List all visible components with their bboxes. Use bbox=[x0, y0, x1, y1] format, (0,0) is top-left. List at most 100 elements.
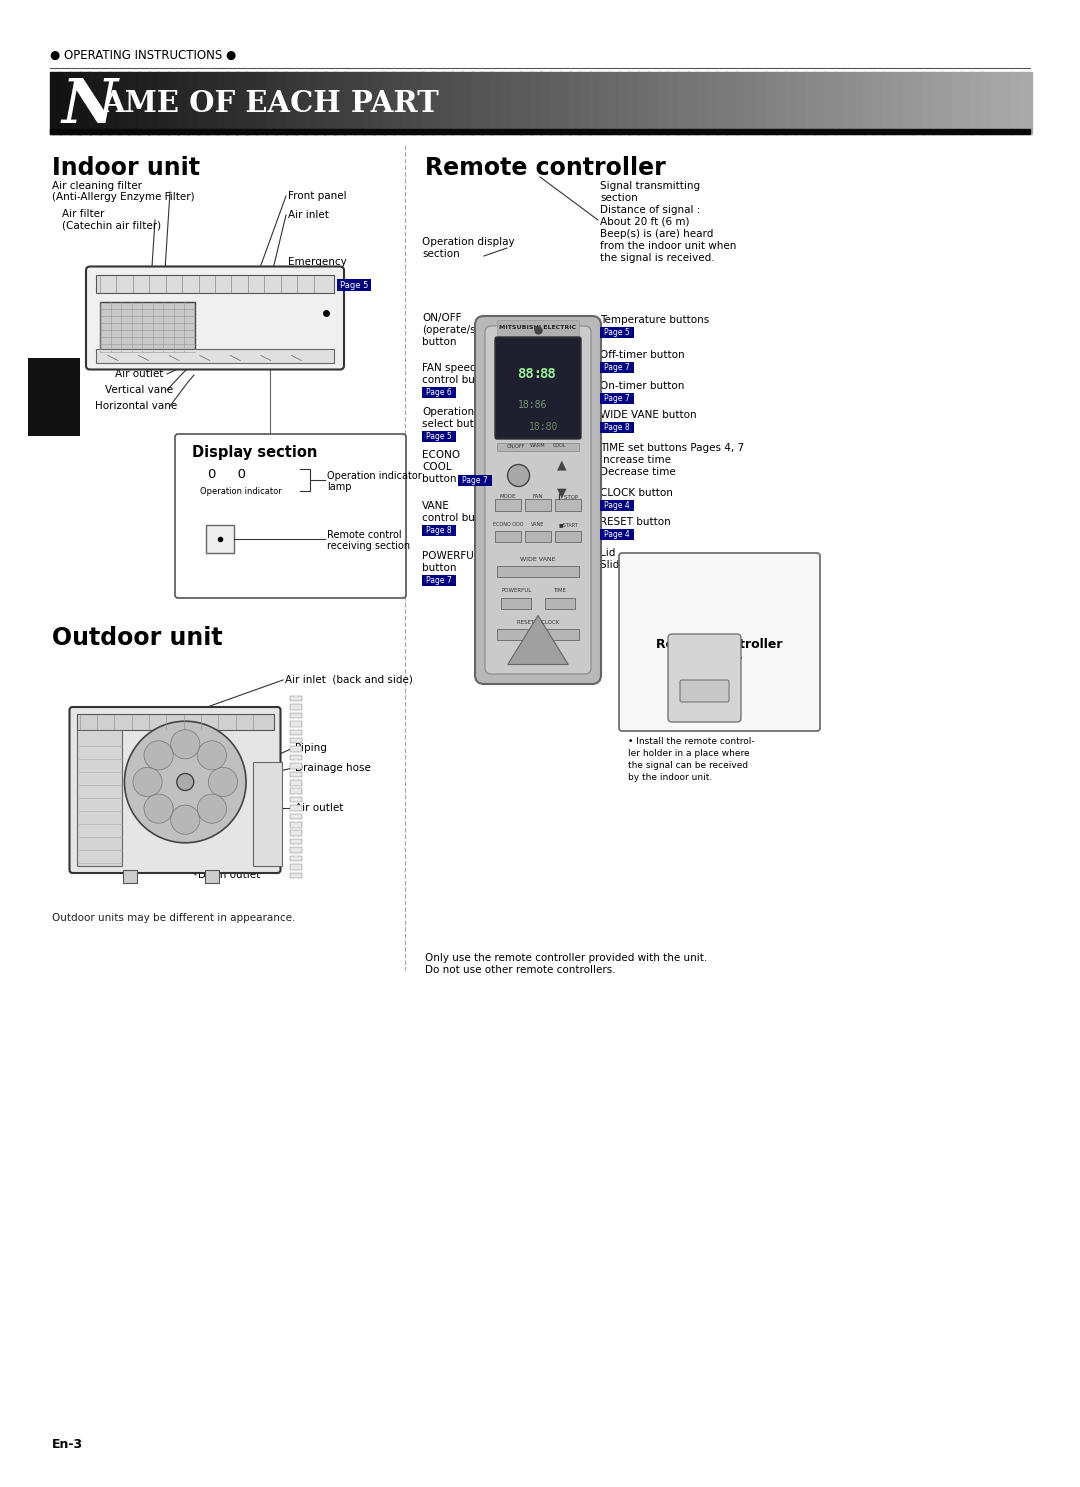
Bar bbox=[289, 738, 301, 744]
Text: Air cleaning filter: Air cleaning filter bbox=[52, 181, 141, 190]
Text: section: section bbox=[422, 248, 460, 259]
Text: Operation: Operation bbox=[422, 407, 474, 416]
Text: Page 6: Page 6 bbox=[427, 388, 451, 397]
Text: Lid: Lid bbox=[600, 549, 616, 558]
Bar bbox=[206, 525, 234, 553]
Text: VANE: VANE bbox=[422, 501, 450, 512]
Text: ECONO: ECONO bbox=[422, 451, 460, 459]
Text: CLOCK button: CLOCK button bbox=[600, 488, 673, 498]
Bar bbox=[511, 71, 522, 134]
Text: Vertical vane: Vertical vane bbox=[105, 385, 173, 396]
Text: Page 7: Page 7 bbox=[462, 476, 488, 485]
Bar bbox=[289, 755, 301, 760]
Text: Off-timer button: Off-timer button bbox=[600, 349, 685, 360]
Bar bbox=[569, 71, 581, 134]
Text: Distance of signal :: Distance of signal : bbox=[600, 205, 700, 216]
FancyBboxPatch shape bbox=[619, 553, 820, 732]
Bar bbox=[667, 71, 678, 134]
Bar bbox=[756, 71, 767, 134]
Bar bbox=[90, 71, 100, 134]
Bar bbox=[600, 361, 634, 373]
Text: Drain outlet: Drain outlet bbox=[198, 870, 260, 880]
Bar bbox=[253, 761, 282, 865]
Bar bbox=[1021, 71, 1031, 134]
Text: Page 8: Page 8 bbox=[604, 422, 630, 433]
Text: On-timer button: On-timer button bbox=[600, 381, 685, 391]
Bar bbox=[1000, 71, 1012, 134]
Circle shape bbox=[208, 767, 238, 797]
Text: receiving section: receiving section bbox=[327, 541, 410, 552]
Bar bbox=[148, 71, 160, 134]
FancyBboxPatch shape bbox=[86, 266, 345, 369]
Text: ECONO OOO: ECONO OOO bbox=[492, 522, 523, 526]
Text: Only use the remote controller provided with the unit.: Only use the remote controller provided … bbox=[426, 953, 707, 964]
Bar bbox=[422, 575, 456, 586]
Text: • Install the remote control-: • Install the remote control- bbox=[627, 738, 755, 746]
Bar bbox=[913, 71, 923, 134]
Text: (Catechin air filter): (Catechin air filter) bbox=[62, 220, 161, 230]
Text: section: section bbox=[600, 193, 638, 204]
Bar bbox=[540, 71, 551, 134]
Bar bbox=[600, 327, 634, 338]
Text: RESET button: RESET button bbox=[600, 517, 671, 526]
Bar bbox=[99, 71, 110, 134]
Bar bbox=[289, 781, 301, 785]
Bar bbox=[598, 71, 610, 134]
Bar bbox=[364, 71, 375, 134]
Bar bbox=[893, 71, 904, 134]
Text: select button: select button bbox=[422, 419, 491, 430]
Bar bbox=[766, 71, 777, 134]
Bar bbox=[874, 71, 885, 134]
Text: ON/OFF: ON/OFF bbox=[508, 443, 526, 448]
Text: Temperature buttons: Temperature buttons bbox=[600, 315, 710, 326]
Bar bbox=[805, 71, 815, 134]
Bar bbox=[746, 71, 757, 134]
Bar bbox=[205, 870, 219, 883]
Bar bbox=[314, 71, 326, 134]
Text: Remote controller: Remote controller bbox=[656, 638, 782, 651]
Bar bbox=[497, 567, 579, 577]
Bar bbox=[289, 763, 301, 769]
Text: ▲: ▲ bbox=[557, 458, 567, 471]
Bar bbox=[600, 422, 634, 433]
Text: MODE: MODE bbox=[500, 494, 516, 500]
Bar bbox=[600, 529, 634, 540]
Bar bbox=[442, 71, 454, 134]
Bar bbox=[555, 531, 581, 541]
Bar bbox=[501, 598, 531, 608]
Bar bbox=[922, 71, 933, 134]
Bar bbox=[289, 855, 301, 861]
Bar bbox=[28, 358, 80, 436]
Bar bbox=[461, 71, 473, 134]
Bar bbox=[227, 71, 238, 134]
Bar bbox=[289, 696, 301, 702]
Bar bbox=[289, 864, 301, 870]
Bar bbox=[96, 275, 334, 293]
Circle shape bbox=[171, 730, 200, 758]
Bar bbox=[383, 71, 394, 134]
Bar bbox=[345, 71, 355, 134]
Text: switch: switch bbox=[288, 281, 322, 291]
Text: MITSUBISHI ELECTRIC: MITSUBISHI ELECTRIC bbox=[499, 326, 577, 330]
Bar bbox=[50, 71, 62, 134]
Text: Operation indicator: Operation indicator bbox=[327, 471, 422, 480]
Circle shape bbox=[124, 721, 246, 843]
Text: button: button bbox=[422, 564, 457, 572]
Text: Slide down to open: Slide down to open bbox=[600, 561, 700, 570]
Text: VANE: VANE bbox=[531, 522, 544, 526]
Text: Indoor unit: Indoor unit bbox=[52, 156, 200, 180]
Bar bbox=[266, 71, 276, 134]
Text: Emergency: Emergency bbox=[288, 257, 347, 268]
Bar bbox=[555, 498, 581, 510]
Text: operation: operation bbox=[288, 269, 338, 280]
Bar bbox=[990, 71, 1002, 134]
Circle shape bbox=[198, 794, 227, 824]
Text: Operation indicator: Operation indicator bbox=[200, 486, 282, 495]
Text: POWERFUL: POWERFUL bbox=[422, 552, 480, 561]
Bar bbox=[843, 71, 855, 134]
Bar bbox=[129, 71, 139, 134]
Bar bbox=[354, 71, 365, 134]
Bar bbox=[853, 71, 865, 134]
Bar bbox=[403, 71, 414, 134]
Bar bbox=[834, 71, 846, 134]
